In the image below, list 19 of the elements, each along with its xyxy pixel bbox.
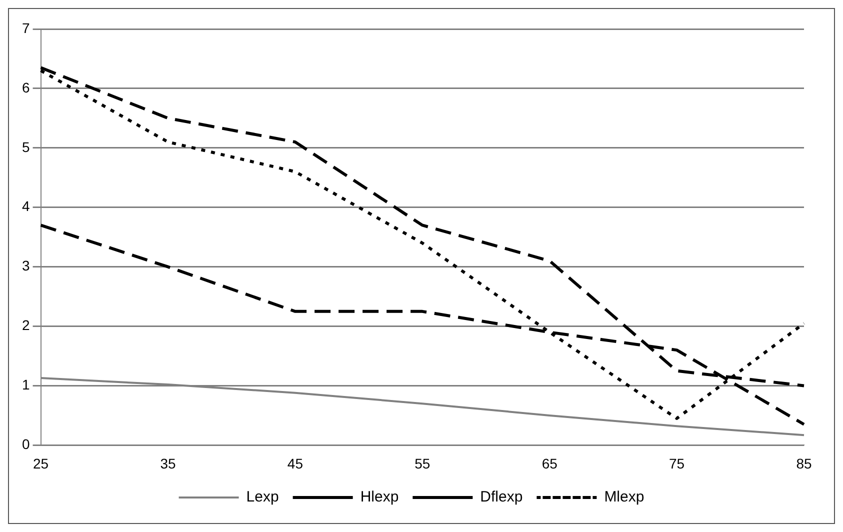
y-tick-label: 6 bbox=[22, 79, 30, 96]
y-tick-label: 4 bbox=[22, 198, 30, 214]
legend-label: Mlexp bbox=[604, 488, 644, 506]
legend-label: Dflexp bbox=[480, 488, 523, 506]
x-tick-label: 25 bbox=[32, 455, 49, 472]
y-tick-label: 1 bbox=[22, 376, 30, 393]
y-tick-label: 0 bbox=[22, 436, 30, 452]
x-tick-label: 65 bbox=[542, 455, 558, 472]
x-tick-label: 55 bbox=[414, 455, 430, 472]
x-tick-label: 85 bbox=[796, 455, 812, 472]
y-tick-label: 7 bbox=[22, 20, 30, 36]
x-tick-label: 75 bbox=[669, 455, 685, 472]
x-tick-label: 35 bbox=[160, 455, 176, 472]
x-tick-label: 45 bbox=[287, 455, 304, 472]
y-tick-label: 3 bbox=[22, 258, 30, 274]
y-tick-label: 5 bbox=[22, 138, 30, 155]
y-tick-label: 2 bbox=[22, 317, 30, 334]
legend-label: Lexp bbox=[246, 488, 279, 506]
legend-label: Hlexp bbox=[360, 488, 399, 506]
